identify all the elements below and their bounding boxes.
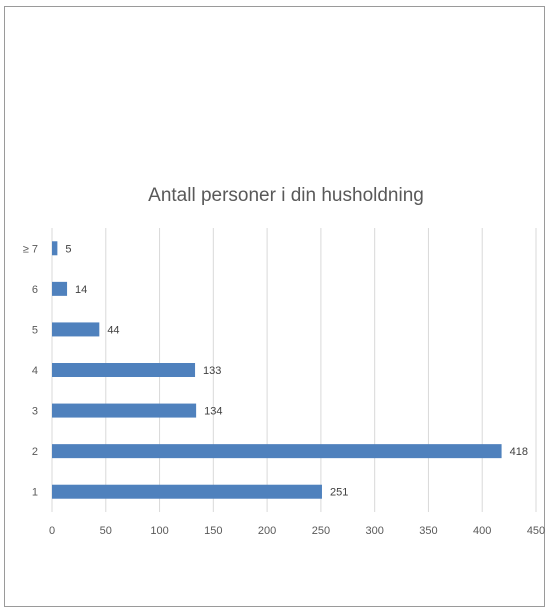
chart-frame (4, 6, 545, 607)
x-tick-label: 350 (419, 525, 437, 537)
bar (52, 281, 68, 296)
x-tick-label: 0 (49, 525, 55, 537)
x-tick-label: 200 (258, 525, 276, 537)
x-tick-label: 250 (312, 525, 330, 537)
bar (52, 484, 322, 499)
bar (52, 444, 502, 459)
y-tick-label: 3 (32, 406, 38, 418)
gridlines (51, 228, 537, 512)
data-label: 134 (204, 406, 222, 418)
bar (52, 241, 58, 256)
data-label: 251 (330, 487, 348, 499)
bar (52, 403, 197, 418)
x-axis-ticks: 0 50 100 150 200 250 300 350 400 450 (49, 525, 545, 537)
data-label: 44 (107, 324, 119, 336)
y-axis-ticks: 1 2 3 4 5 6 ≥ 7 (23, 243, 38, 498)
x-tick-label: 100 (150, 525, 168, 537)
x-tick-label: 450 (527, 525, 545, 537)
bar (52, 363, 196, 377)
x-tick-label: 400 (473, 525, 491, 537)
y-tick-label: 2 (32, 446, 38, 458)
x-tick-label: 150 (204, 525, 222, 537)
data-label: 5 (65, 243, 71, 255)
data-label: 14 (75, 284, 87, 296)
data-label: 418 (510, 446, 528, 458)
y-tick-label: 4 (32, 365, 38, 377)
y-tick-label: 6 (32, 284, 38, 296)
bars (52, 241, 502, 499)
y-tick-label: 1 (32, 487, 38, 499)
x-tick-label: 50 (100, 525, 112, 537)
bar (52, 322, 100, 337)
data-label: 133 (203, 365, 221, 377)
y-tick-label: ≥ 7 (23, 243, 38, 255)
chart-title: Antall personer i din husholdning (148, 185, 424, 206)
x-tick-label: 300 (365, 525, 383, 537)
y-tick-label: 5 (32, 324, 38, 336)
data-labels: 251 418 134 133 44 14 5 (65, 243, 528, 498)
